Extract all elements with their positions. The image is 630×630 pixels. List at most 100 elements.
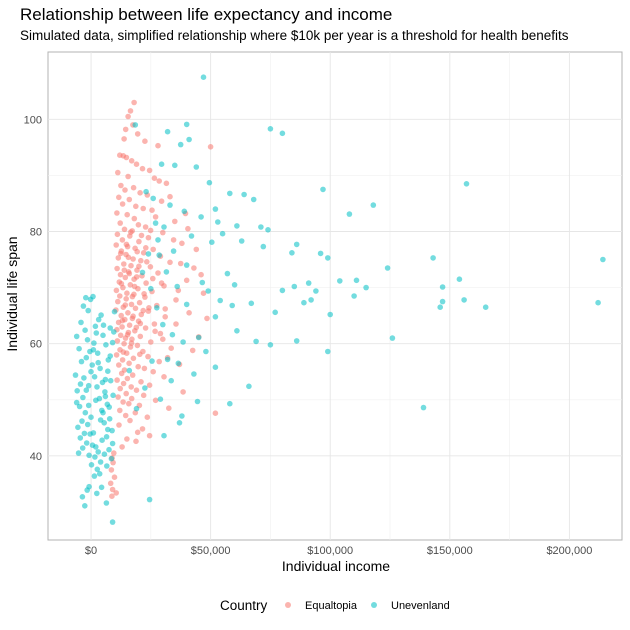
point-equaltopia — [146, 382, 153, 389]
point-equaltopia — [111, 450, 117, 456]
point-unevenland — [234, 223, 240, 229]
point-unevenland — [224, 270, 231, 277]
point-unevenland — [79, 445, 86, 451]
point-equaltopia — [140, 392, 147, 399]
y-tick-label: 80 — [30, 226, 42, 238]
point-unevenland — [108, 455, 115, 462]
point-equaltopia — [124, 211, 130, 218]
point-equaltopia — [167, 259, 173, 266]
point-unevenland — [163, 269, 170, 275]
point-equaltopia — [186, 310, 192, 316]
point-unevenland — [75, 450, 82, 456]
point-equaltopia — [139, 426, 146, 432]
point-unevenland — [351, 293, 357, 299]
point-unevenland — [84, 421, 91, 428]
y-tick-label: 40 — [30, 451, 42, 463]
point-unevenland — [110, 392, 116, 399]
point-equaltopia — [117, 385, 123, 392]
point-equaltopia — [142, 224, 149, 230]
point-equaltopia — [111, 474, 118, 481]
point-unevenland — [82, 409, 89, 416]
point-equaltopia — [142, 138, 148, 144]
point-equaltopia — [128, 384, 134, 390]
point-unevenland — [88, 462, 95, 468]
point-unevenland — [83, 387, 90, 394]
point-unevenland — [370, 202, 377, 208]
point-equaltopia — [115, 255, 122, 261]
point-unevenland — [212, 314, 219, 320]
point-unevenland — [293, 338, 300, 344]
point-unevenland — [177, 141, 184, 148]
point-equaltopia — [143, 280, 149, 286]
point-equaltopia — [125, 310, 131, 316]
point-equaltopia — [152, 328, 158, 335]
point-unevenland — [97, 417, 104, 423]
x-tick-label: $50,000 — [191, 545, 231, 557]
point-equaltopia — [121, 226, 128, 233]
point-unevenland — [317, 250, 324, 257]
x-axis-title: Individual income — [282, 558, 390, 574]
point-unevenland — [320, 186, 326, 193]
point-equaltopia — [193, 246, 200, 253]
chart-title: Relationship between life expectancy and… — [20, 5, 392, 24]
point-equaltopia — [128, 229, 134, 235]
point-unevenland — [172, 162, 178, 169]
point-equaltopia — [150, 368, 156, 375]
point-equaltopia — [147, 227, 154, 234]
point-equaltopia — [156, 358, 162, 365]
point-unevenland — [325, 255, 331, 261]
x-tick-label: $200,000 — [546, 545, 592, 557]
point-equaltopia — [121, 261, 127, 267]
point-unevenland — [86, 483, 92, 490]
point-equaltopia — [140, 307, 146, 314]
legend-label-equaltopia: Equaltopia — [305, 600, 358, 612]
point-equaltopia — [118, 370, 125, 377]
point-unevenland — [327, 311, 334, 318]
point-equaltopia — [161, 374, 167, 380]
point-unevenland — [267, 126, 274, 132]
point-unevenland — [161, 224, 167, 230]
y-axis-title: Individual life span — [4, 236, 20, 351]
point-unevenland — [258, 224, 264, 230]
x-tick-label: $100,000 — [307, 545, 353, 557]
point-equaltopia — [116, 194, 122, 201]
point-equaltopia — [132, 305, 139, 312]
point-unevenland — [209, 239, 215, 245]
point-equaltopia — [108, 467, 115, 473]
point-unevenland — [160, 321, 166, 328]
point-equaltopia — [146, 432, 153, 439]
point-unevenland — [80, 303, 87, 309]
y-tick-label: 60 — [30, 339, 42, 351]
point-unevenland — [105, 357, 112, 363]
point-equaltopia — [168, 345, 174, 352]
point-equaltopia — [113, 287, 120, 294]
point-equaltopia — [134, 248, 140, 255]
point-equaltopia — [148, 339, 154, 345]
point-equaltopia — [115, 394, 121, 400]
point-unevenland — [437, 304, 444, 311]
point-unevenland — [169, 331, 176, 338]
point-equaltopia — [116, 422, 122, 428]
point-unevenland — [176, 420, 183, 426]
point-equaltopia — [149, 207, 155, 213]
point-unevenland — [430, 255, 436, 261]
point-unevenland — [94, 384, 100, 390]
point-unevenland — [87, 431, 93, 437]
point-unevenland — [90, 293, 96, 300]
point-equaltopia — [117, 332, 124, 339]
point-unevenland — [75, 424, 81, 431]
point-equaltopia — [134, 429, 141, 436]
point-unevenland — [98, 312, 104, 318]
point-unevenland — [93, 397, 99, 404]
point-equaltopia — [119, 317, 126, 324]
point-equaltopia — [123, 296, 129, 302]
point-equaltopia — [135, 363, 141, 370]
point-unevenland — [227, 400, 233, 407]
point-equaltopia — [144, 259, 150, 265]
point-equaltopia — [158, 198, 165, 204]
point-unevenland — [79, 418, 85, 424]
point-equaltopia — [122, 126, 129, 133]
point-unevenland — [95, 316, 102, 323]
point-unevenland — [250, 196, 257, 203]
